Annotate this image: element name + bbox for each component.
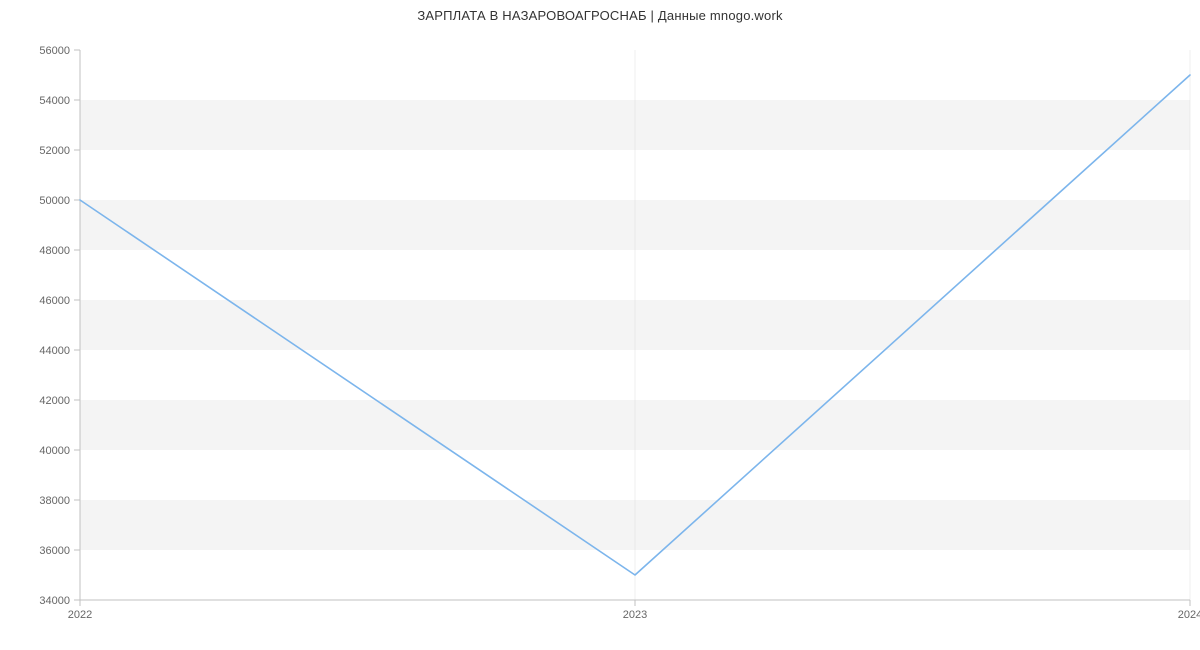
y-tick-label: 48000 [39,245,70,257]
y-tick-label: 38000 [39,495,70,507]
line-chart: 34000 36000 38000 40000 42000 44000 46000 48000… [0,0,1200,650]
y-tick-label: 40000 [39,445,70,457]
x-tick-label: 2022 [68,609,92,621]
y-tick-label: 42000 [39,395,70,407]
y-tick-label: 44000 [39,345,70,357]
y-tick-label: 36000 [39,545,70,557]
chart-container: ЗАРПЛАТА В НАЗАРОВОАГРОСНАБ | Данные mno… [0,0,1200,650]
y-tick-label: 54000 [39,95,70,107]
x-tick-label: 2023 [623,609,647,621]
y-tick-label: 46000 [39,295,70,307]
y-tick-label: 34000 [39,595,70,607]
y-tick-label: 50000 [39,195,70,207]
y-tick-label: 52000 [39,145,70,157]
x-tick-label: 2024 [1178,609,1200,621]
y-tick-label: 56000 [39,45,70,57]
